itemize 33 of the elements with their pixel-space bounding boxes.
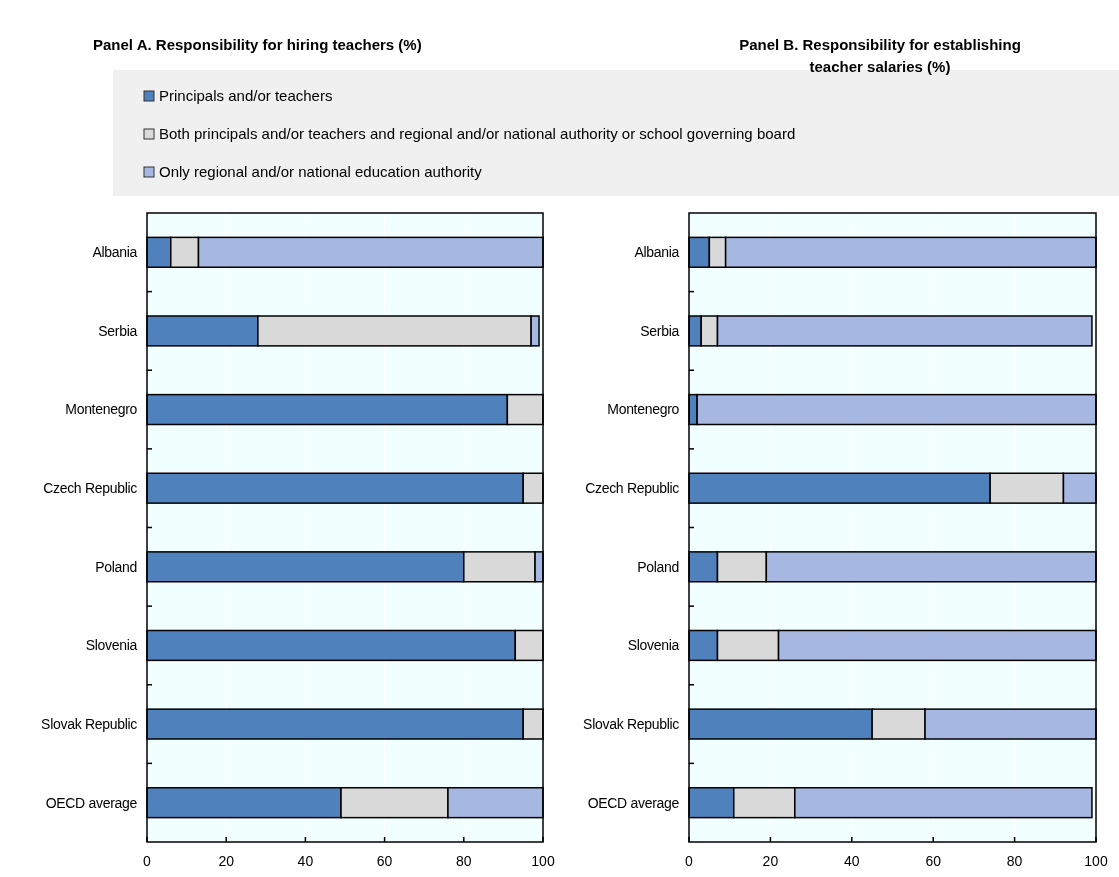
x-tick-label: 40 <box>844 853 860 869</box>
y-tick-label: Poland <box>637 558 679 575</box>
legend-label: Both principals and/or teachers and regional and/or national authority or school governing board <box>159 125 796 142</box>
x-tick-label: 20 <box>762 853 779 869</box>
chart-title: Panel B. Responsibility for establishing teacher salaries (%) <box>739 36 1021 75</box>
x-tick-label: 0 <box>685 853 694 869</box>
y-tick-label: Serbia <box>98 322 138 339</box>
y-tick-label: Albania <box>92 244 138 261</box>
y-tick-label: Poland <box>95 558 137 575</box>
x-tick-label: 60 <box>376 853 393 869</box>
x-tick-label: 80 <box>1006 853 1023 869</box>
legend-label: Principals and/or teachers <box>159 87 333 104</box>
y-tick-label: Slovak Republic <box>583 715 680 732</box>
y-tick-label: Montenegro <box>65 401 138 418</box>
legend-label: Only regional and/or national education authority <box>159 163 483 180</box>
x-tick-label: 0 <box>143 853 152 869</box>
x-tick-label: 100 <box>1084 853 1108 869</box>
y-tick-label: OECD average <box>587 794 680 811</box>
y-tick-label: Albania <box>634 244 680 261</box>
x-tick-label: 40 <box>297 853 314 869</box>
x-tick-label: 80 <box>456 853 472 869</box>
y-tick-label: Slovenia <box>85 637 138 654</box>
y-tick-label: Czech Republic <box>43 480 138 497</box>
y-tick-label: Slovak Republic <box>41 715 138 732</box>
y-tick-label: Czech Republic <box>585 480 680 497</box>
x-tick-label: 20 <box>218 853 235 869</box>
x-tick-label: 100 <box>531 853 555 869</box>
y-tick-label: OECD average <box>45 794 138 811</box>
chart-title: Panel A. Responsibility for hiring teachers (%) <box>93 36 422 53</box>
y-tick-label: Montenegro <box>607 401 680 418</box>
y-tick-label: Serbia <box>640 322 680 339</box>
y-tick-label: Slovenia <box>627 637 680 654</box>
x-tick-label: 60 <box>925 853 942 869</box>
